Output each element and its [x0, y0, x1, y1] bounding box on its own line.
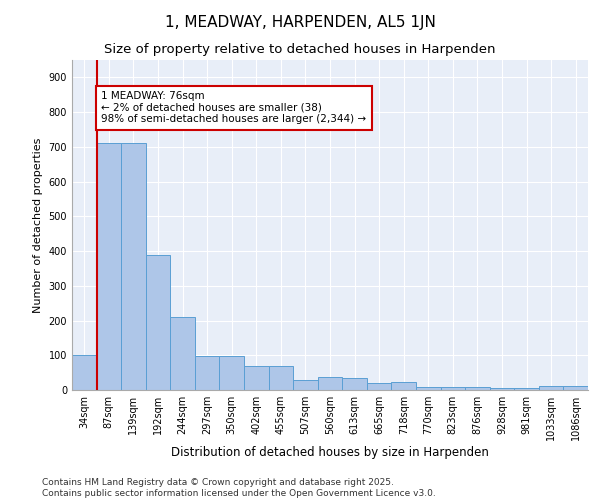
Bar — [170, 317, 195, 390]
Bar — [244, 366, 269, 390]
Bar — [465, 386, 490, 390]
Bar — [367, 383, 391, 390]
Bar — [146, 254, 170, 390]
Bar — [97, 144, 121, 390]
Bar — [563, 386, 588, 390]
Bar — [416, 386, 440, 390]
Bar — [440, 387, 465, 390]
Bar — [195, 356, 220, 390]
Bar — [293, 380, 318, 390]
Bar — [72, 356, 97, 390]
Bar — [318, 377, 342, 390]
Bar — [121, 144, 146, 390]
Bar — [490, 388, 514, 390]
Bar — [391, 382, 416, 390]
Bar — [220, 356, 244, 390]
Y-axis label: Number of detached properties: Number of detached properties — [33, 138, 43, 312]
X-axis label: Distribution of detached houses by size in Harpenden: Distribution of detached houses by size … — [171, 446, 489, 458]
Text: 1 MEADWAY: 76sqm
← 2% of detached houses are smaller (38)
98% of semi-detached h: 1 MEADWAY: 76sqm ← 2% of detached houses… — [101, 92, 367, 124]
Text: Size of property relative to detached houses in Harpenden: Size of property relative to detached ho… — [104, 42, 496, 56]
Text: Contains HM Land Registry data © Crown copyright and database right 2025.
Contai: Contains HM Land Registry data © Crown c… — [42, 478, 436, 498]
Bar — [539, 386, 563, 390]
Bar — [269, 366, 293, 390]
Text: 1, MEADWAY, HARPENDEN, AL5 1JN: 1, MEADWAY, HARPENDEN, AL5 1JN — [164, 15, 436, 30]
Bar — [342, 378, 367, 390]
Bar — [514, 388, 539, 390]
